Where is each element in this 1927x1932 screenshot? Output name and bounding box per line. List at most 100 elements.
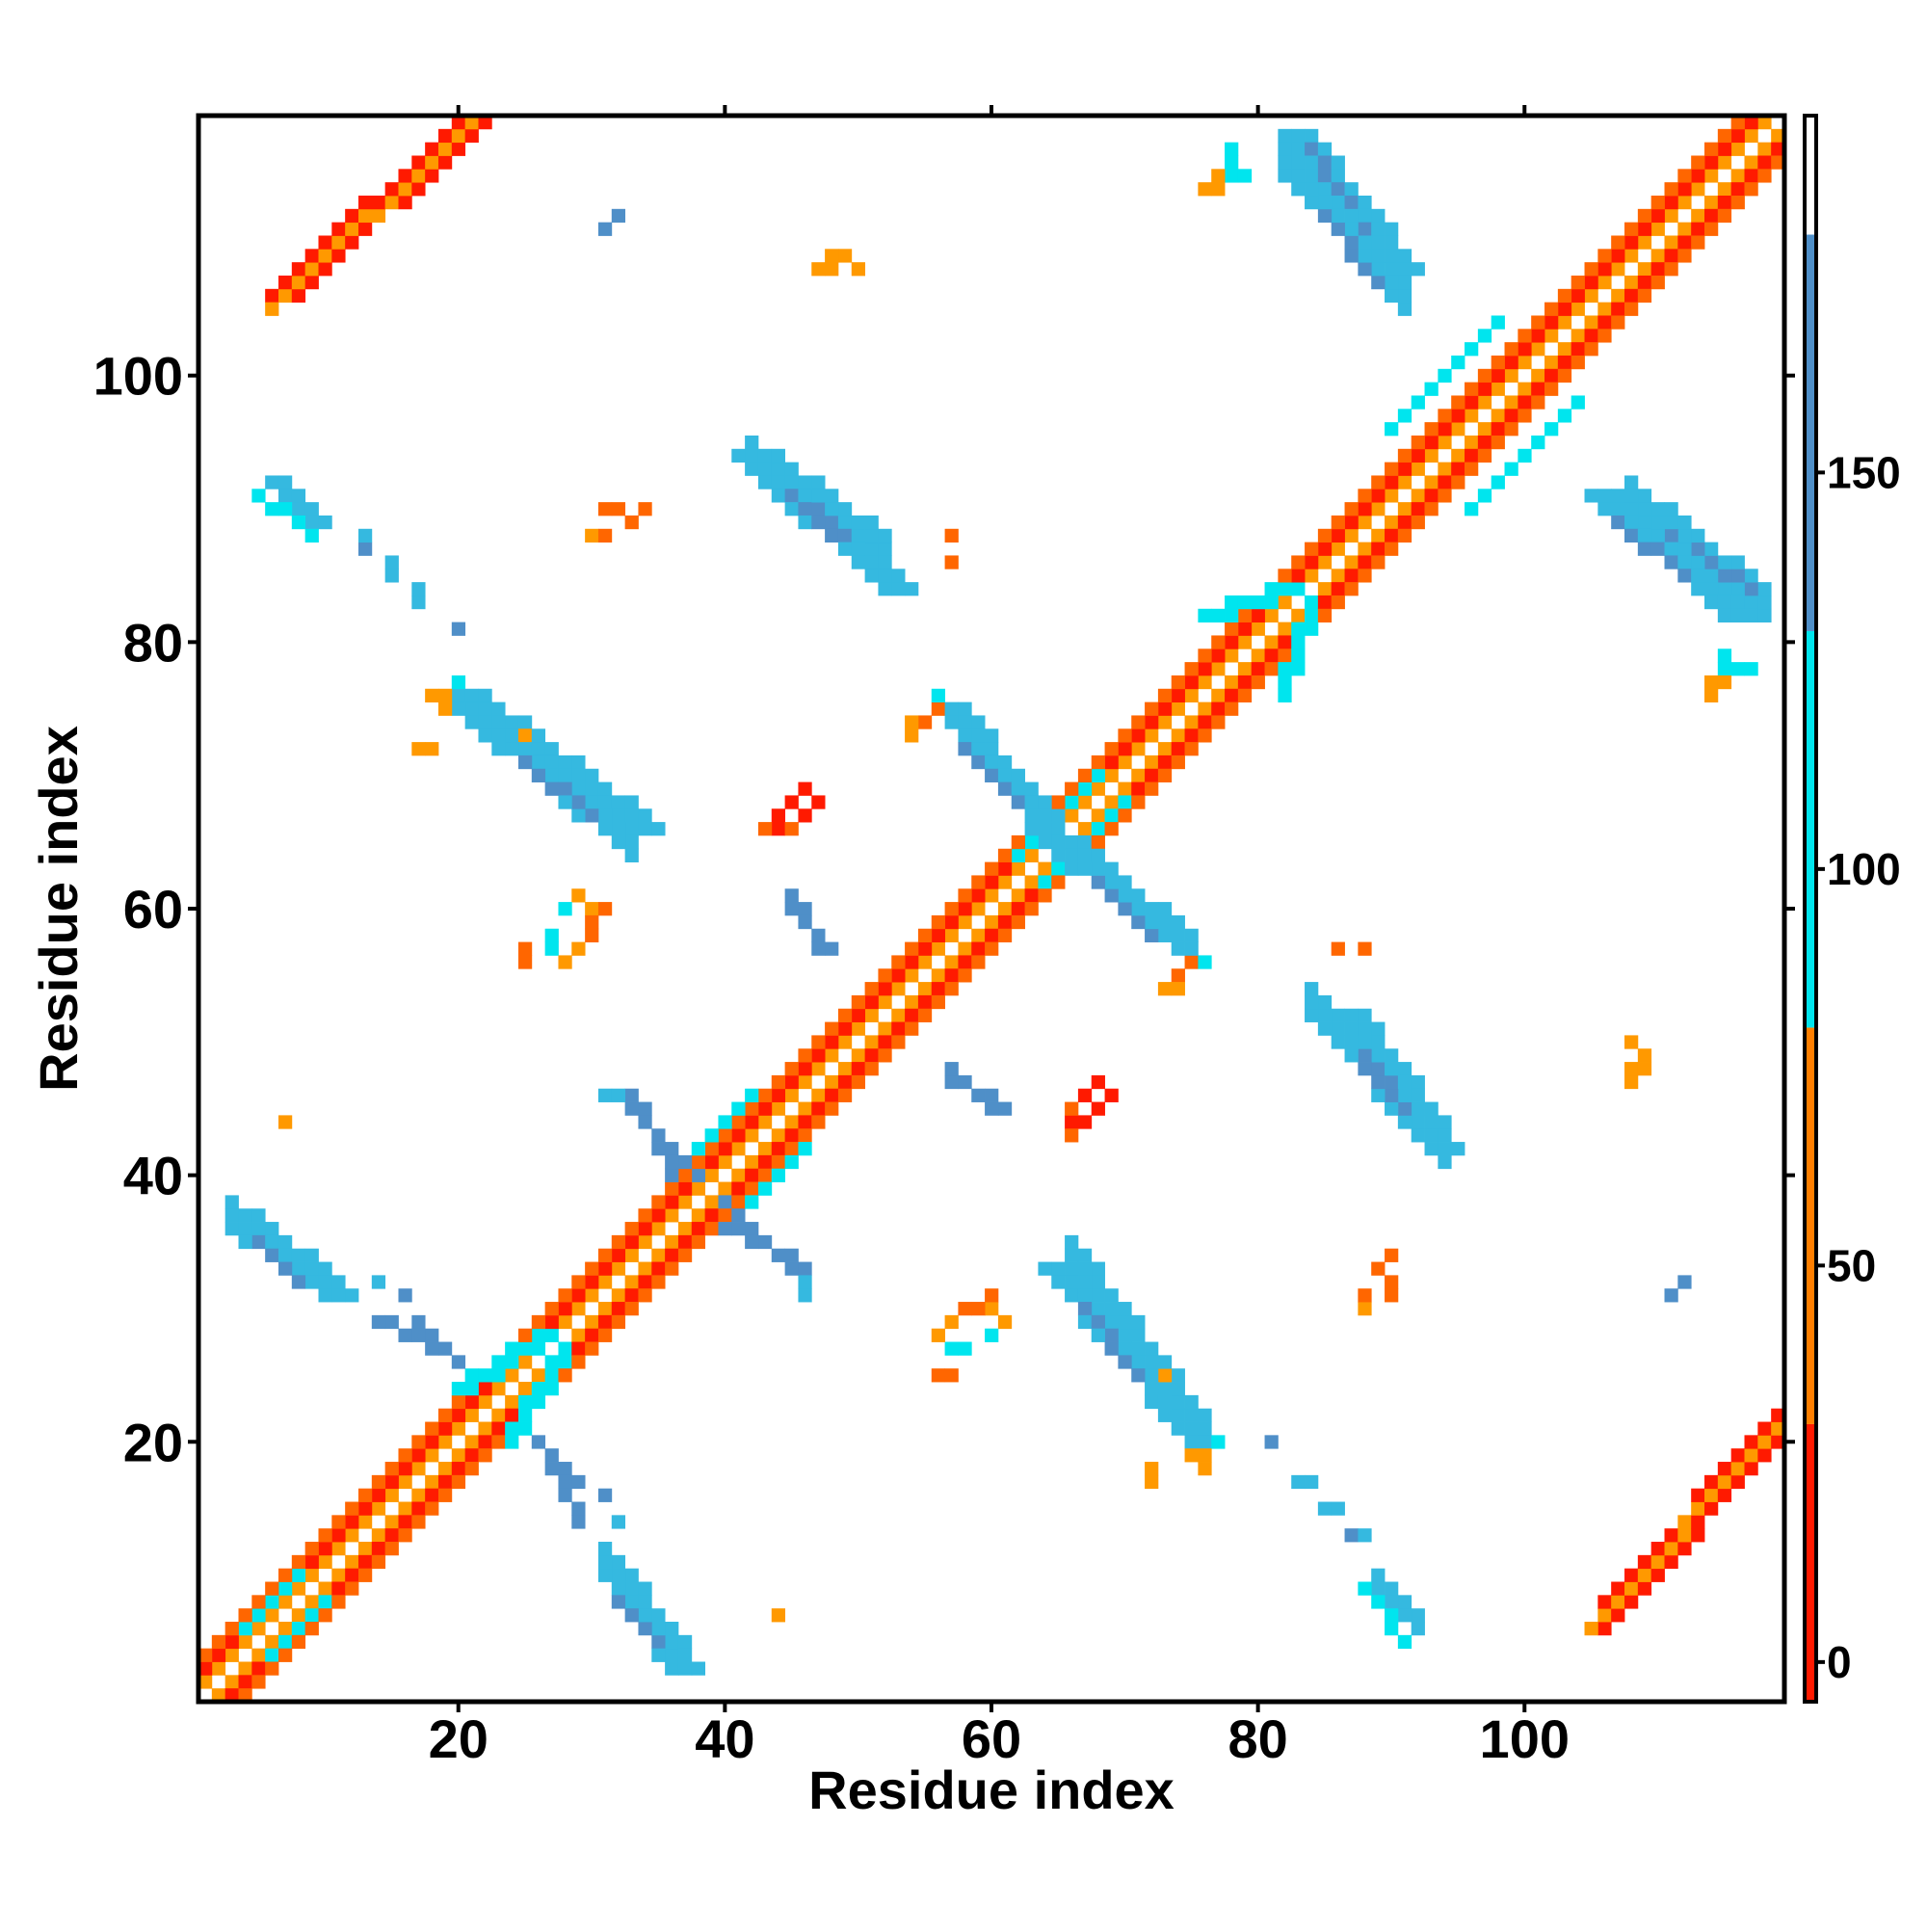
heatmap-cell [1211,635,1226,649]
heatmap-cell [1571,288,1585,304]
heatmap-cell [1544,329,1559,343]
heatmap-cell [1597,302,1612,316]
heatmap-cell [825,1074,839,1090]
heatmap-cells [198,116,1785,1703]
heatmap-cell [1438,475,1452,490]
heatmap-cell [677,1234,693,1250]
heatmap-cell [905,582,919,596]
heatmap-cell [597,1275,613,1289]
heatmap-cell [491,1408,506,1422]
heatmap-cell [1358,1008,1372,1022]
heatmap-cell [1385,222,1399,236]
heatmap-cell [1011,848,1025,862]
heatmap-cell [1184,928,1199,942]
heatmap-cell [265,288,279,304]
heatmap-cell [238,1661,252,1676]
heatmap-cell [944,528,959,543]
heatmap-cell [1397,1062,1412,1076]
heatmap-cell [851,1048,865,1063]
heatmap-cell [238,1222,252,1236]
heatmap-cell [1237,662,1253,676]
heatmap-cell [1211,169,1226,183]
heatmap-cell [1504,462,1518,476]
heatmap-cell [1278,662,1292,676]
heatmap-cell [585,808,599,823]
heatmap-cell [1518,409,1532,423]
heatmap-cell [571,1501,586,1516]
heatmap-cell [1278,595,1292,610]
heatmap-cell [558,1488,572,1502]
heatmap-cell [1757,155,1772,170]
heatmap-cell [1491,409,1505,423]
heatmap-cell [1344,1528,1359,1543]
heatmap-cell [1171,728,1185,743]
heatmap-cell [997,902,1013,916]
heatmap-cell [1051,848,1066,862]
heatmap-cell [811,262,826,277]
heatmap-cell [771,1074,785,1090]
heatmap-cell [437,1462,453,1476]
heatmap-cell [1211,701,1226,716]
heatmap-cell [971,715,986,729]
heatmap-cell [1385,288,1399,304]
heatmap-cell [691,1661,706,1676]
heatmap-cell [811,928,826,942]
heatmap-cell [997,768,1013,782]
heatmap-cell [1251,608,1265,623]
heatmap-cell [357,1542,373,1556]
heatmap-cell [1451,462,1465,476]
heatmap-cell [1677,555,1692,569]
heatmap-cell [464,1368,479,1383]
heatmap-cell [304,515,319,530]
heatmap-cell [651,1248,666,1262]
heatmap-cell [1650,222,1665,236]
heatmap-cell [384,1542,399,1556]
heatmap-cell [1091,822,1105,836]
heatmap-cell [677,1634,693,1650]
heatmap-cell [944,955,959,969]
heatmap-cell [784,462,799,476]
y-tick-label: 80 [123,612,183,673]
heatmap-cell [1251,662,1265,676]
heatmap-cell [1171,1382,1185,1396]
heatmap-cell [1251,595,1265,610]
heatmap-cell [451,1394,466,1410]
heatmap-cell [1744,169,1758,183]
heatmap-cell [1198,955,1212,969]
heatmap-cell [1411,1128,1425,1143]
heatmap-cell [1557,288,1572,304]
heatmap-cell [384,1488,399,1502]
heatmap-cell [931,941,945,956]
heatmap-cell [624,822,639,836]
heatmap-cell [825,1048,839,1063]
heatmap-cell [757,1154,773,1170]
heatmap-cell [1157,688,1173,702]
heatmap-cell [665,1234,679,1250]
heatmap-cell [331,249,346,263]
heatmap-cell [1145,715,1159,729]
heatmap-cell [1145,1341,1159,1356]
heatmap-cell [1397,288,1412,304]
heatmap-cell [624,1101,639,1116]
heatmap-cell [1331,1008,1345,1022]
heatmap-cell [265,1634,279,1650]
heatmap-cell [1331,582,1345,596]
colorbar-segment [1805,1027,1816,1424]
heatmap-cell [1717,1462,1732,1476]
heatmap-cell [1677,1515,1692,1529]
heatmap-cell [1385,475,1399,490]
heatmap-cell [638,1608,652,1623]
heatmap-cell [1371,262,1386,277]
heatmap-cell [384,1474,399,1490]
heatmap-cell [437,1408,453,1422]
heatmap-cell [544,1462,559,1476]
heatmap-cell [985,1288,999,1303]
heatmap-cell [425,1448,439,1463]
heatmap-cell [1385,1062,1399,1076]
heatmap-cell [238,1608,252,1623]
heatmap-cell [1691,1515,1705,1529]
heatmap-cell [825,262,839,277]
heatmap-cell [1730,582,1745,596]
heatmap-cell [611,834,626,850]
heatmap-cell [1650,1568,1665,1582]
